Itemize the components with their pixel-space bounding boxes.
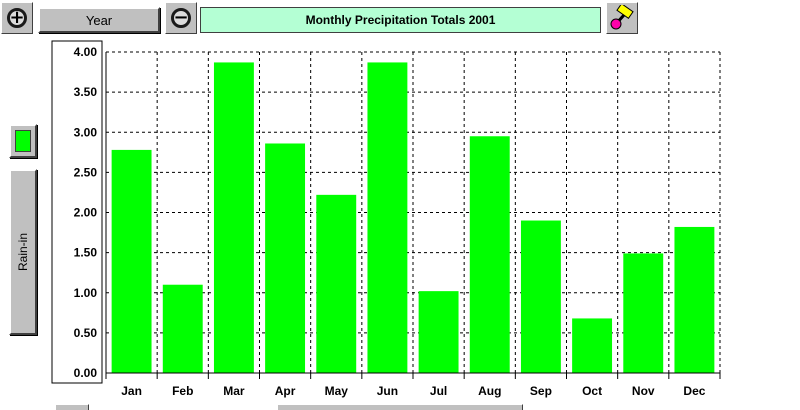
bars <box>111 62 715 374</box>
bar-apr[interactable] <box>265 143 306 373</box>
bottom-scrollbar[interactable] <box>277 404 523 410</box>
bar-may[interactable] <box>316 194 357 373</box>
legend-color-button[interactable] <box>9 124 37 158</box>
y-tick-label: 2.00 <box>74 206 98 220</box>
bar-feb[interactable] <box>162 284 203 373</box>
series-label-button[interactable]: Rain-in <box>9 169 37 335</box>
chart-title: Monthly Precipitation Totals 2001 <box>305 13 496 27</box>
y-tick-label: 1.50 <box>74 246 98 260</box>
x-tick-label: Mar <box>223 384 245 398</box>
format-tool-button[interactable] <box>606 2 638 34</box>
y-tick-labels: 0.00 0.50 1.00 1.50 2.00 2.50 3.00 3.50 4.00 <box>51 40 103 384</box>
y-tick-frame <box>51 40 103 384</box>
x-tick-label: May <box>325 384 349 398</box>
y-tick-label: 4.00 <box>74 45 98 59</box>
bar-jul[interactable] <box>418 291 459 373</box>
year-button[interactable]: Year <box>38 7 160 33</box>
bottom-left-control[interactable] <box>55 404 89 410</box>
chart-title-box: Monthly Precipitation Totals 2001 <box>200 7 601 33</box>
x-tick-label: Oct <box>582 384 602 398</box>
axes <box>105 52 721 379</box>
minus-circle-icon: − <box>171 8 191 28</box>
grid-lines <box>106 51 721 374</box>
x-tick-label: Apr <box>275 384 296 398</box>
y-tick-label: 1.00 <box>74 286 98 300</box>
x-tick-label: Nov <box>632 384 655 398</box>
bar-oct[interactable] <box>572 318 613 373</box>
bar-nov[interactable] <box>623 253 664 373</box>
bar-jun[interactable] <box>367 62 408 374</box>
bar-jan[interactable] <box>111 149 152 373</box>
x-tick-label: Aug <box>478 384 501 398</box>
legend-color-swatch <box>15 130 31 152</box>
y-tick-label: 0.00 <box>74 366 98 380</box>
bar-aug[interactable] <box>469 136 510 373</box>
x-tick-label: Sep <box>530 384 552 398</box>
paint-brush-icon <box>610 5 634 30</box>
zoom-out-button[interactable]: − <box>165 2 197 34</box>
y-tick-label: 0.50 <box>74 326 98 340</box>
x-tick-label: Jul <box>430 384 447 398</box>
bar-mar[interactable] <box>213 62 254 374</box>
bar-sep[interactable] <box>520 220 561 373</box>
x-tick-label: Dec <box>683 384 705 398</box>
x-tick-label: Feb <box>172 384 193 398</box>
x-tick-label: Jun <box>377 384 398 398</box>
zoom-in-button[interactable]: + <box>1 2 33 34</box>
year-button-label: Year <box>85 12 113 28</box>
y-tick-label: 2.50 <box>74 165 98 179</box>
bar-dec[interactable] <box>674 226 715 373</box>
y-tick-label: 3.50 <box>74 85 98 99</box>
x-tick-labels: Jan Feb Mar Apr May Jun Jul Aug Sep Oct Nov Dec <box>121 384 706 398</box>
x-tick-label: Jan <box>121 384 142 398</box>
y-tick-label: 3.00 <box>74 125 98 139</box>
plus-circle-icon: + <box>7 8 27 28</box>
